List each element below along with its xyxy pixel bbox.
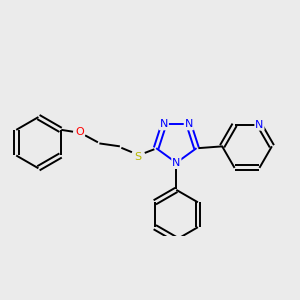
Text: N: N bbox=[184, 119, 193, 129]
Text: N: N bbox=[255, 120, 264, 130]
Text: O: O bbox=[75, 127, 84, 137]
Text: S: S bbox=[135, 152, 142, 162]
Text: N: N bbox=[160, 119, 168, 129]
Text: N: N bbox=[172, 158, 181, 168]
